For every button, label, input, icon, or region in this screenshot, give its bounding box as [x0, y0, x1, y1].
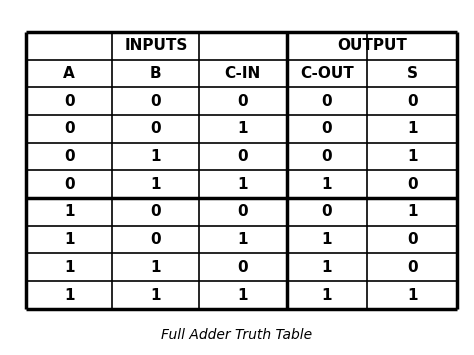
- Text: 1: 1: [237, 121, 248, 136]
- Text: 0: 0: [237, 94, 248, 109]
- Text: 0: 0: [64, 94, 74, 109]
- Text: 0: 0: [322, 149, 332, 164]
- Text: 0: 0: [150, 232, 161, 247]
- Text: 0: 0: [64, 149, 74, 164]
- Text: 0: 0: [322, 94, 332, 109]
- Text: B: B: [150, 66, 161, 81]
- Text: 1: 1: [322, 260, 332, 275]
- Text: 1: 1: [64, 232, 74, 247]
- Text: 0: 0: [322, 204, 332, 219]
- Text: 1: 1: [150, 177, 161, 192]
- Text: 1: 1: [237, 288, 248, 302]
- Text: 0: 0: [407, 177, 418, 192]
- Text: 1: 1: [150, 260, 161, 275]
- Text: 1: 1: [322, 288, 332, 302]
- Text: 1: 1: [407, 121, 418, 136]
- Text: C-IN: C-IN: [225, 66, 261, 81]
- Text: 1: 1: [64, 204, 74, 219]
- Text: 1: 1: [150, 149, 161, 164]
- Text: 1: 1: [237, 177, 248, 192]
- Text: 1: 1: [237, 232, 248, 247]
- Text: 1: 1: [407, 288, 418, 302]
- Text: 0: 0: [150, 204, 161, 219]
- Text: 1: 1: [64, 288, 74, 302]
- Text: 0: 0: [322, 121, 332, 136]
- Text: 1: 1: [407, 149, 418, 164]
- Text: 1: 1: [64, 260, 74, 275]
- Text: 1: 1: [322, 177, 332, 192]
- Text: 1: 1: [150, 288, 161, 302]
- Text: 0: 0: [237, 204, 248, 219]
- Text: 0: 0: [237, 149, 248, 164]
- Text: OUTPUT: OUTPUT: [337, 38, 407, 53]
- Text: A: A: [64, 66, 75, 81]
- Text: 0: 0: [407, 232, 418, 247]
- Text: 0: 0: [407, 94, 418, 109]
- Text: C-OUT: C-OUT: [300, 66, 354, 81]
- Text: 1: 1: [322, 232, 332, 247]
- Text: 0: 0: [237, 260, 248, 275]
- Text: INPUTS: INPUTS: [125, 38, 188, 53]
- Text: 0: 0: [64, 121, 74, 136]
- Text: 0: 0: [150, 94, 161, 109]
- Text: 0: 0: [150, 121, 161, 136]
- Text: 0: 0: [64, 177, 74, 192]
- Text: S: S: [407, 66, 418, 81]
- Text: 0: 0: [407, 260, 418, 275]
- Text: 1: 1: [407, 204, 418, 219]
- Text: Full Adder Truth Table: Full Adder Truth Table: [162, 328, 312, 343]
